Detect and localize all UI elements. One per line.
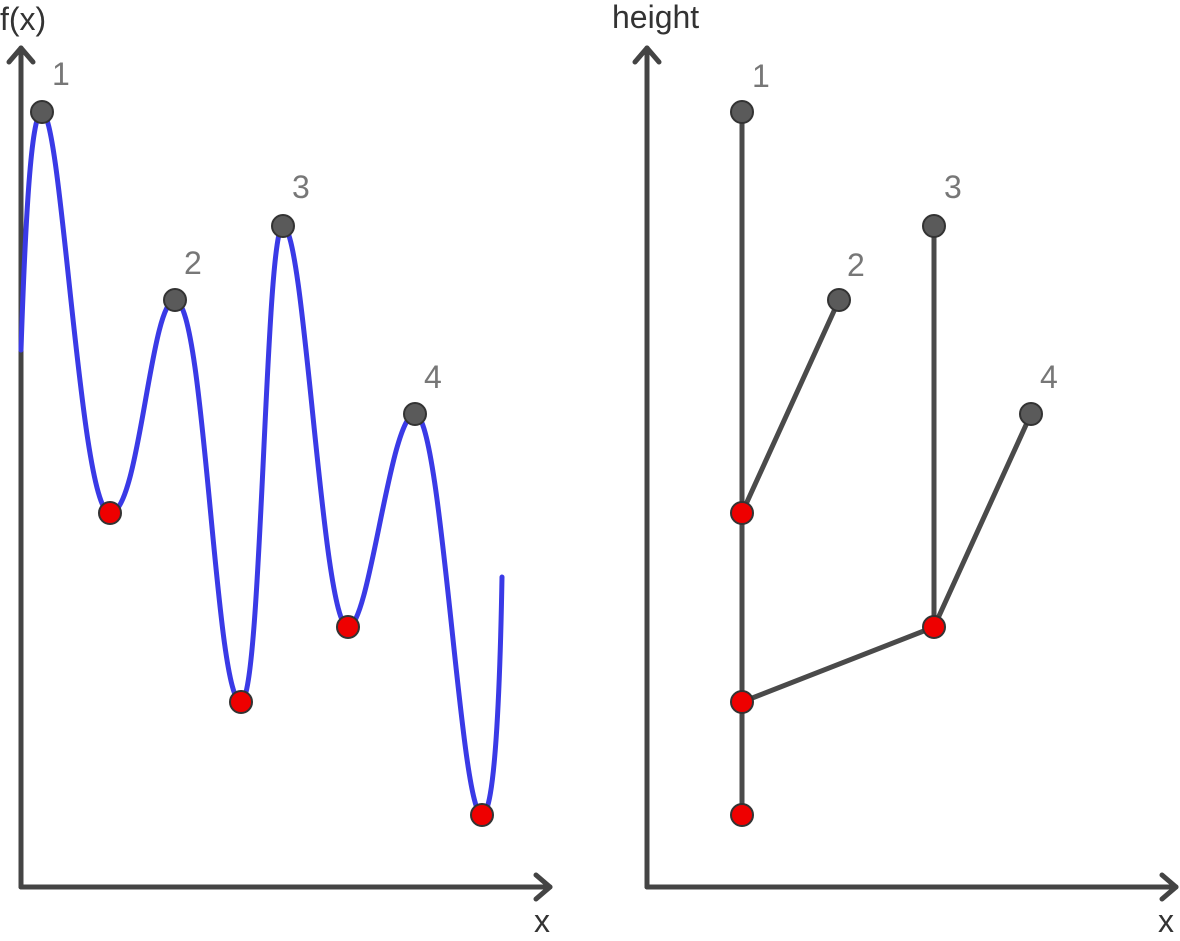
- right-peak-label-2: 2: [847, 247, 865, 283]
- tree-minimum-node: [922, 615, 946, 639]
- left-minimum-node: [470, 803, 494, 827]
- left-x-axis-arrow: [533, 872, 553, 902]
- left-peak-label-3: 3: [292, 169, 310, 205]
- tree-minimum-node: [730, 690, 754, 714]
- left-y-axis-label: f(x): [0, 1, 46, 37]
- left-panel: f(x) x 1 2 3 4: [0, 1, 553, 939]
- left-peak-label-1: 1: [52, 56, 70, 92]
- tree-edge-branch: [739, 624, 937, 705]
- tree-maximum-node-2: [827, 288, 851, 312]
- right-x-axis-label: x: [1158, 903, 1174, 936]
- left-minimum-node: [98, 501, 122, 525]
- right-peak-label-4: 4: [1040, 359, 1058, 395]
- left-maximum-node-3: [271, 214, 295, 238]
- tree-minimum-node: [730, 803, 754, 827]
- left-maximum-node-2: [163, 288, 187, 312]
- left-peak-label-2: 2: [184, 245, 202, 281]
- left-minimum-node: [336, 615, 360, 639]
- right-x-axis-arrow: [1159, 872, 1179, 902]
- tree-maximum-node-1: [730, 100, 754, 124]
- tree-minimum-node: [730, 501, 754, 525]
- tree-edge-peak-2: [739, 297, 842, 516]
- left-peak-label-4: 4: [424, 359, 442, 395]
- left-minimum-node: [229, 690, 253, 714]
- tree-edge-peak-4: [931, 411, 1034, 630]
- right-panel: height x 1 2 3 4: [612, 0, 1179, 939]
- function-curve: [18, 109, 505, 818]
- left-y-axis-arrow: [6, 45, 36, 65]
- right-peak-label-1: 1: [752, 58, 770, 94]
- left-maximum-node-4: [403, 402, 427, 426]
- left-x-axis-label: x: [534, 903, 550, 936]
- tree-maximum-node-4: [1019, 402, 1043, 426]
- right-y-axis-arrow: [632, 45, 662, 65]
- tree-maximum-node-3: [922, 214, 946, 238]
- left-maximum-node-1: [30, 100, 54, 124]
- right-peak-label-3: 3: [944, 169, 962, 205]
- right-y-axis-label: height: [612, 0, 699, 35]
